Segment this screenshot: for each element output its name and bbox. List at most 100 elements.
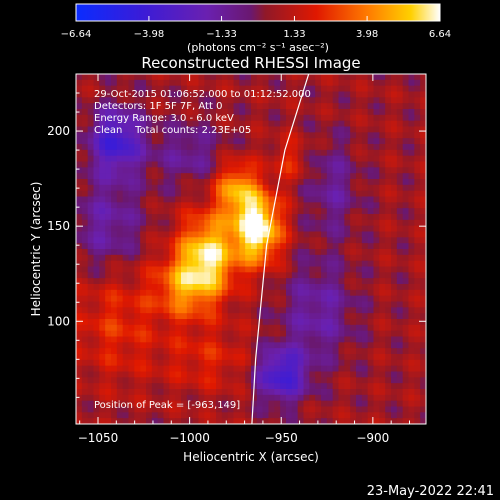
heatmap-cell xyxy=(408,85,415,92)
heatmap-cell xyxy=(186,219,194,227)
heatmap-cell xyxy=(286,330,293,337)
heatmap-cell xyxy=(163,278,170,285)
heatmap-cell xyxy=(338,144,345,151)
heatmap-cell xyxy=(350,284,357,291)
heatmap-cell xyxy=(385,342,392,349)
heatmap-cell xyxy=(414,319,421,326)
heatmap-cell xyxy=(361,161,369,168)
heatmap-cell xyxy=(338,85,345,92)
heatmap-cell xyxy=(350,278,357,285)
heatmap-cell xyxy=(175,79,182,87)
heatmap-cell xyxy=(391,389,398,396)
heatmap-cell xyxy=(81,394,89,402)
heatmap-cell xyxy=(233,179,240,186)
heatmap-cell xyxy=(350,219,357,227)
heatmap-cell xyxy=(87,208,94,215)
heatmap-cell xyxy=(373,371,380,378)
heatmap-cell xyxy=(268,126,275,133)
heatmap-cell xyxy=(385,173,392,180)
heatmap-cell xyxy=(169,184,176,192)
heatmap-cell xyxy=(373,167,380,174)
heatmap-cell xyxy=(198,120,205,127)
heatmap-cell xyxy=(309,97,316,104)
heatmap-cell xyxy=(303,214,310,221)
heatmap-cell xyxy=(116,184,124,192)
heatmap-cell xyxy=(111,132,118,139)
heatmap-cell xyxy=(245,307,252,314)
heatmap-cell xyxy=(122,249,129,256)
heatmap-cell xyxy=(280,243,287,250)
heatmap-cell xyxy=(111,359,118,367)
heatmap-cell xyxy=(210,394,217,402)
heatmap-cell xyxy=(116,348,124,355)
heatmap-cell xyxy=(356,208,363,215)
heatmap-cell xyxy=(151,132,159,139)
heatmap-cell xyxy=(87,266,94,273)
heatmap-cell xyxy=(361,342,369,349)
heatmap-cell xyxy=(128,348,135,355)
heatmap-cell xyxy=(93,260,100,267)
heatmap-cell xyxy=(367,167,374,174)
heatmap-cell xyxy=(186,231,194,238)
heatmap-cell xyxy=(373,138,380,145)
heatmap-cell xyxy=(239,120,246,127)
heatmap-cell xyxy=(402,330,409,337)
heatmap-cell xyxy=(245,278,252,285)
heatmap-cell xyxy=(239,307,246,314)
heatmap-cell xyxy=(163,284,170,291)
heatmap-cell xyxy=(99,406,106,413)
heatmap-cell xyxy=(402,114,409,122)
heatmap-cell xyxy=(268,225,275,232)
heatmap-cell xyxy=(286,324,293,332)
heatmap-cell xyxy=(356,260,363,267)
heatmap-cell xyxy=(391,126,398,133)
heatmap-cell xyxy=(309,79,316,87)
heatmap-cell xyxy=(251,214,258,221)
heatmap-cell xyxy=(204,284,211,291)
heatmap-cell xyxy=(321,278,328,285)
heatmap-cell xyxy=(373,412,380,419)
heatmap-cell xyxy=(297,120,304,127)
heatmap-cell xyxy=(408,138,415,145)
heatmap-cell xyxy=(315,249,322,256)
heatmap-cell xyxy=(309,155,316,162)
heatmap-cell xyxy=(309,324,316,332)
heatmap-cell xyxy=(262,365,269,372)
heatmap-cell xyxy=(402,383,409,390)
heatmap-cell xyxy=(268,330,275,337)
heatmap-cell xyxy=(210,190,217,197)
heatmap-cell xyxy=(344,103,351,110)
heatmap-cell xyxy=(262,319,269,326)
colorbar xyxy=(75,3,441,22)
heatmap-cell xyxy=(216,79,223,87)
heatmap-cell xyxy=(344,389,351,396)
heatmap-cell xyxy=(367,132,374,139)
heatmap-cell xyxy=(367,103,374,110)
heatmap-cell xyxy=(315,354,322,361)
heatmap-cell xyxy=(391,342,398,349)
heatmap-cell xyxy=(391,167,398,174)
heatmap-cell xyxy=(221,167,229,174)
heatmap-cell xyxy=(93,295,100,302)
heatmap-cell xyxy=(414,179,421,186)
heatmap-cell xyxy=(303,74,310,81)
heatmap-cell xyxy=(192,260,199,267)
heatmap-cell xyxy=(315,342,322,349)
heatmap-cell xyxy=(256,249,264,256)
heatmap-cell xyxy=(309,167,316,174)
heatmap-cell xyxy=(210,319,217,326)
heatmap-cell xyxy=(163,289,170,297)
heatmap-cell xyxy=(321,377,328,384)
heatmap-cell xyxy=(227,109,234,116)
heatmap-cell xyxy=(169,383,176,390)
heatmap-cell xyxy=(216,359,223,367)
heatmap-cell xyxy=(134,120,141,127)
heatmap-cell xyxy=(111,389,118,396)
heatmap-cell xyxy=(402,365,409,372)
heatmap-cell xyxy=(420,219,426,227)
heatmap-cell xyxy=(286,354,293,361)
heatmap-cell xyxy=(140,348,147,355)
heatmap-cell xyxy=(81,313,89,320)
heatmap-cell xyxy=(344,149,351,157)
heatmap-cell xyxy=(361,348,369,355)
